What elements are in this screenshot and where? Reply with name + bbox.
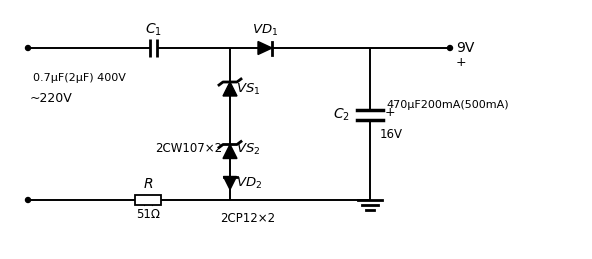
- Text: $VS_1$: $VS_1$: [236, 81, 260, 97]
- Text: +: +: [385, 106, 395, 119]
- Text: $VS_2$: $VS_2$: [236, 141, 260, 156]
- Text: $VD_1$: $VD_1$: [252, 23, 278, 38]
- Text: 2CP12×2: 2CP12×2: [220, 212, 275, 225]
- Text: $R$: $R$: [143, 177, 153, 191]
- Text: 2CW107×2: 2CW107×2: [155, 141, 222, 155]
- Text: 16V: 16V: [380, 127, 403, 140]
- Text: 470μF200mA(500mA): 470μF200mA(500mA): [386, 100, 509, 110]
- Polygon shape: [224, 176, 236, 190]
- Text: $VD_2$: $VD_2$: [236, 175, 262, 191]
- Text: 9V: 9V: [456, 41, 474, 55]
- Text: 0.7μF(2μF) 400V: 0.7μF(2μF) 400V: [33, 73, 126, 83]
- Polygon shape: [223, 145, 237, 159]
- Text: 51Ω: 51Ω: [136, 207, 160, 220]
- Polygon shape: [258, 41, 272, 54]
- Text: $C_2$: $C_2$: [333, 107, 350, 123]
- Polygon shape: [223, 82, 237, 96]
- Text: ~220V: ~220V: [30, 91, 73, 104]
- Circle shape: [448, 46, 452, 51]
- Circle shape: [25, 46, 31, 51]
- Text: +: +: [456, 55, 466, 68]
- Text: $C_1$: $C_1$: [144, 22, 162, 38]
- Circle shape: [25, 198, 31, 203]
- Bar: [135, 195, 161, 205]
